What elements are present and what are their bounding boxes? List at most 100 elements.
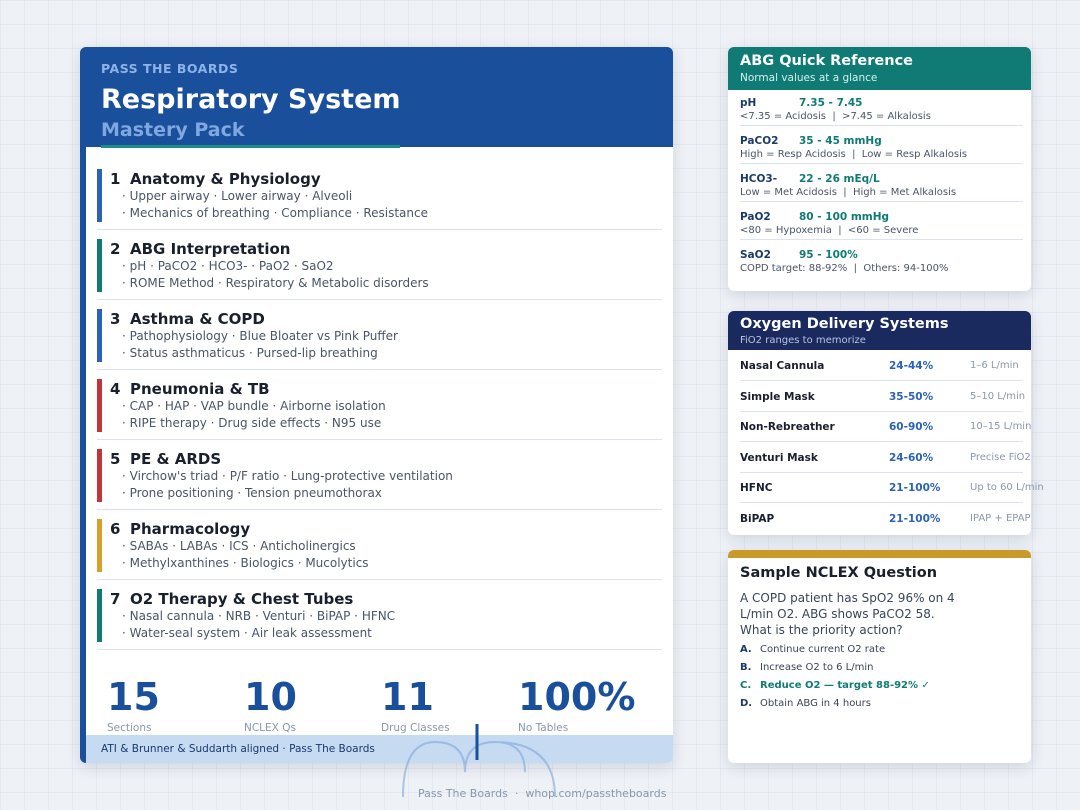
abg-note: <7.35 = Acidosis | >7.45 = Alkalosis: [740, 111, 931, 122]
abg-range: 35 - 45 mmHg: [799, 135, 882, 147]
oxygen-divider: [740, 410, 1023, 412]
abg-name: pH: [740, 97, 757, 109]
section-line: · Pathophysiology · Blue Bloater vs Pink…: [122, 329, 398, 343]
section-line: · Water-seal system · Air leak assessmen…: [122, 626, 372, 640]
section-line: · Nasal cannula · NRB · Venturi · BiPAP …: [122, 609, 396, 623]
section-divider: [97, 439, 662, 440]
abg-range: 22 - 26 mEq/L: [799, 173, 880, 185]
oxygen-fio2: 24-60%: [889, 451, 934, 464]
stethoscope-decoration: [402, 724, 556, 798]
section-bar: [97, 379, 102, 432]
abg-title: ABG Quick Reference: [740, 53, 914, 69]
section-number: 7: [110, 590, 121, 608]
section-divider: [97, 509, 662, 510]
oxygen-divider: [740, 502, 1023, 503]
section-bar: [97, 449, 102, 502]
abg-name: PaO2: [740, 211, 771, 223]
section-line: · RIPE therapy · Drug side effects · N95…: [122, 416, 382, 430]
oxygen-title: Oxygen Delivery Systems: [740, 316, 949, 332]
oxygen-fio2: 60-90%: [889, 421, 934, 433]
title: Respiratory System: [101, 84, 401, 115]
oxygen-device: Non-Rebreather: [740, 421, 835, 433]
eyebrow: PASS THE BOARDS: [101, 61, 239, 76]
abg-range: 80 - 100 mmHg: [799, 211, 890, 223]
section-number: 4: [110, 380, 121, 398]
nclex-title: Sample NCLEX Question: [740, 565, 938, 581]
oxygen-divider: [740, 380, 1023, 381]
nclex-option-text: Reduce O2 — target 88-92% ✓: [760, 680, 930, 691]
stat-value: 100%: [518, 675, 636, 719]
oxygen-subtitle: FiO2 ranges to memorize: [740, 335, 866, 346]
nclex-card: [728, 550, 1031, 763]
oxygen-card: [728, 311, 1031, 535]
page-footer: Pass The Boards · whop.com/passtheboards: [418, 787, 667, 800]
section-line: · Mechanics of breathing · Compliance · …: [122, 206, 428, 220]
section-line: · CAP · HAP · VAP bundle · Airborne isol…: [122, 399, 386, 413]
header-underline: [101, 145, 400, 148]
section-number: 6: [110, 520, 121, 538]
oxygen-fio2: 21-100%: [889, 482, 941, 494]
abg-note: COPD target: 88-92% | Others: 94-100%: [740, 263, 949, 274]
oxygen-fio2: 35-50%: [889, 390, 934, 403]
subtitle: Mastery Pack: [101, 119, 245, 141]
oxygen-flow: 1–6 L/min: [970, 360, 1019, 371]
section-title: Anatomy & Physiology: [130, 170, 321, 188]
footer-strip-text: ATI & Brunner & Suddarth aligned · Pass …: [101, 743, 375, 755]
oxygen-header: [728, 311, 1031, 350]
section-number: 3: [110, 310, 121, 328]
footer-strip: [86, 735, 673, 763]
oxygen-flow: 5–10 L/min: [970, 390, 1026, 402]
oxygen-flow: IPAP + EPAP: [970, 512, 1031, 524]
nclex-option-text: Continue current O2 rate: [760, 644, 886, 655]
oxygen-device: Nasal Cannula: [740, 360, 825, 372]
section-line: · Upper airway · Lower airway · Alveoli: [122, 189, 353, 203]
oxygen-device: Simple Mask: [740, 390, 815, 403]
section-number: 5: [110, 450, 121, 468]
abg-divider: [740, 163, 1023, 164]
stat-value: 15: [107, 675, 160, 719]
abg-range: 95 - 100%: [799, 249, 858, 261]
nclex-option-text: Obtain ABG in 4 hours: [760, 698, 871, 709]
section-title: ABG Interpretation: [130, 240, 291, 258]
abg-name: SaO2: [740, 249, 771, 261]
section-line: · Status asthmaticus · Pursed-lip breath…: [122, 346, 378, 360]
oxygen-divider: [740, 471, 1023, 473]
abg-header: [728, 47, 1031, 90]
section-divider: [97, 579, 662, 580]
nclex-option-text: Increase O2 to 6 L/min: [760, 662, 874, 673]
abg-note: <80 = Hypoxemia | <60 = Severe: [740, 225, 919, 236]
abg-subtitle: Normal values at a glance: [740, 72, 878, 84]
nclex-option-letter: C.: [740, 680, 752, 691]
stat-value: 11: [381, 675, 434, 719]
nclex-option-letter: B.: [740, 662, 752, 673]
abg-name: PaCO2: [740, 135, 779, 147]
section-title: Pharmacology: [130, 520, 251, 538]
oxygen-fio2: 21-100%: [889, 512, 941, 525]
stat-label: Drug Classes: [381, 722, 450, 734]
section-bar: [97, 519, 102, 572]
section-divider: [97, 299, 662, 300]
abg-divider: [740, 125, 1023, 126]
section-divider: [97, 229, 662, 230]
stat-label: No Tables: [518, 722, 569, 734]
oxygen-flow: Precise FiO2: [970, 451, 1031, 463]
section-line: · Methylxanthines · Biologics · Mucolyti…: [122, 556, 369, 570]
oxygen-device: HFNC: [740, 482, 773, 494]
section-number: 1: [110, 170, 121, 188]
oxygen-flow: Up to 60 L/min: [970, 482, 1044, 493]
stat-value: 10: [244, 675, 297, 719]
section-line: · pH · PaCO2 · HCO3- · PaO2 · SaO2: [122, 259, 334, 273]
main-card: [80, 47, 673, 763]
section-title: Asthma & COPD: [130, 310, 265, 328]
oxygen-divider: [740, 441, 1023, 442]
abg-note: Low = Met Acidosis | High = Met Alkalosi…: [740, 187, 957, 198]
section-number: 2: [110, 240, 121, 258]
section-title: PE & ARDS: [130, 450, 222, 468]
section-bar: [97, 169, 102, 222]
section-bar: [97, 589, 102, 642]
section-title: Pneumonia & TB: [130, 380, 270, 398]
section-title: O2 Therapy & Chest Tubes: [130, 590, 354, 608]
abg-card: [728, 47, 1031, 291]
section-divider: [97, 649, 662, 650]
